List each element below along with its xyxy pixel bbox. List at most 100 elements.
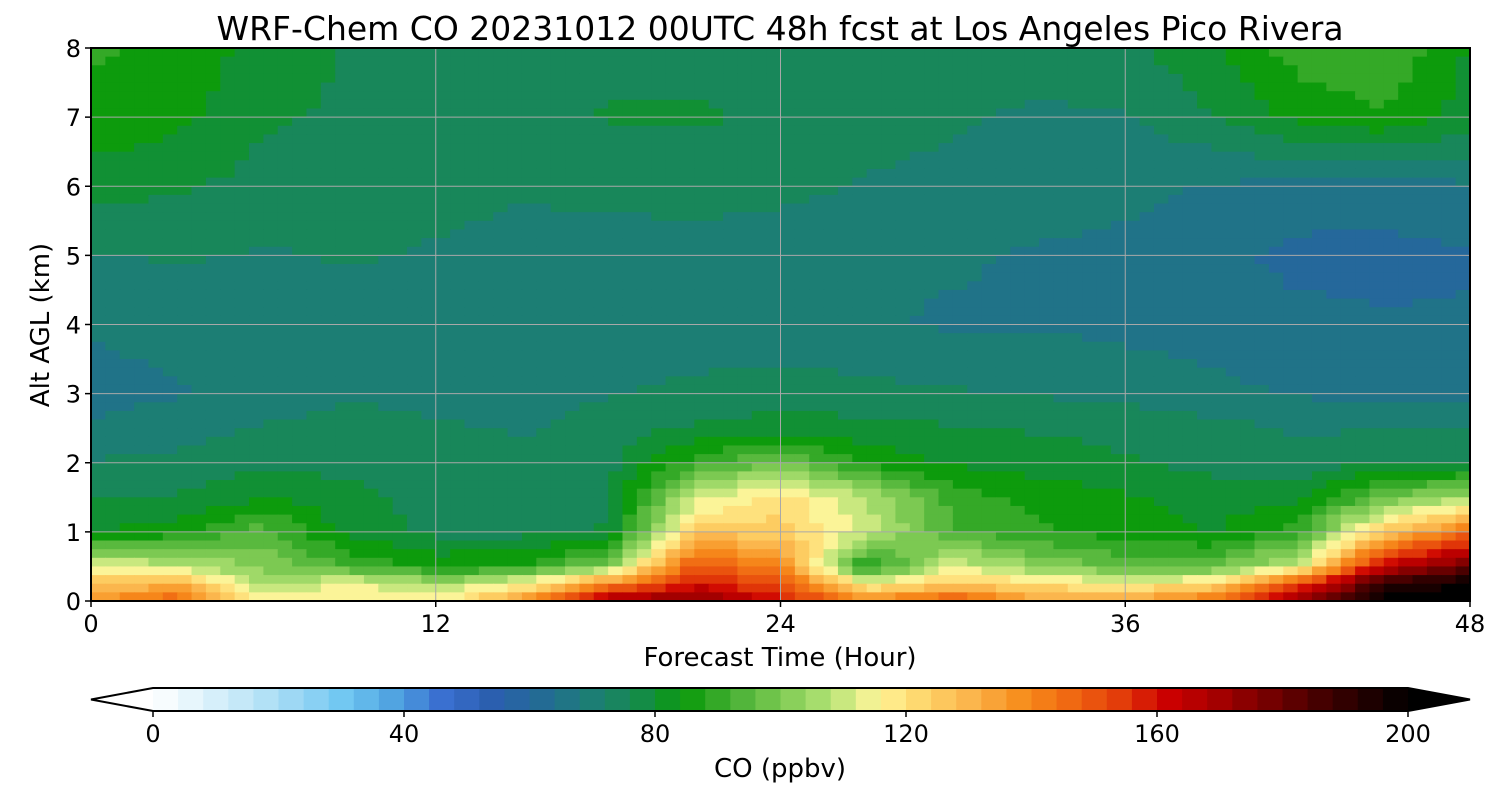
heatmap-cell (105, 160, 121, 170)
heatmap-cell (335, 229, 351, 239)
heatmap-cell (751, 177, 767, 187)
heatmap-cell (162, 212, 178, 222)
heatmap-cell (478, 246, 494, 256)
heatmap-cell (1211, 203, 1227, 213)
heatmap-cell (909, 480, 925, 490)
heatmap-cell (277, 125, 293, 136)
heatmap-cell (507, 65, 523, 75)
heatmap-cell (536, 246, 552, 256)
heatmap-cell (1024, 315, 1040, 326)
heatmap-cell (866, 359, 882, 369)
heatmap-cell (407, 289, 422, 300)
heatmap-cell (407, 99, 422, 110)
heatmap-cell (335, 350, 351, 360)
heatmap-cell (1311, 341, 1327, 352)
heatmap-cell (780, 359, 796, 369)
heatmap-cell (1283, 462, 1299, 472)
heatmap-cell (1067, 229, 1083, 239)
heatmap-cell (220, 117, 236, 127)
heatmap-cell (507, 462, 523, 472)
heatmap-cell (593, 65, 609, 75)
heatmap-cell (335, 82, 351, 92)
heatmap-cell (1010, 454, 1026, 464)
heatmap-cell (435, 341, 451, 352)
heatmap-cell (392, 73, 408, 84)
heatmap-cell (234, 246, 250, 256)
heatmap-cell (967, 410, 983, 421)
heatmap-cell (924, 367, 940, 377)
heatmap-cell (335, 73, 351, 84)
heatmap-cell (478, 298, 494, 308)
heatmap-cell (938, 82, 954, 92)
heatmap-cell (737, 307, 753, 317)
heatmap-cell (952, 488, 968, 498)
heatmap-cell (651, 445, 667, 455)
heatmap-cell (1326, 194, 1342, 205)
heatmap-cell (995, 186, 1011, 196)
heatmap-cell (507, 246, 523, 256)
heatmap-cell (1268, 315, 1284, 326)
heatmap-cell (320, 186, 336, 196)
heatmap-cell (1340, 462, 1356, 472)
heatmap-cell (679, 454, 695, 464)
heatmap-cell (277, 333, 293, 343)
heatmap-cell (1383, 454, 1399, 464)
heatmap-cell (1297, 402, 1313, 412)
heatmap-cell (1254, 56, 1270, 66)
heatmap-cell (1053, 91, 1069, 101)
heatmap-cell (938, 73, 954, 84)
heatmap-cell (608, 324, 624, 334)
heatmap-cell (1082, 186, 1098, 196)
heatmap-cell (881, 246, 897, 256)
heatmap-cell (1153, 436, 1169, 447)
heatmap-cell (378, 160, 394, 170)
heatmap-cell (119, 82, 135, 92)
heatmap-cell (1340, 419, 1356, 429)
heatmap-cell (1455, 264, 1471, 274)
heatmap-cell (478, 212, 494, 222)
heatmap-cell (536, 384, 552, 395)
heatmap-cell (1455, 419, 1471, 429)
heatmap-cell (1398, 488, 1414, 498)
heatmap-cell (1168, 324, 1184, 334)
heatmap-cell (1268, 151, 1284, 161)
heatmap-cell (1240, 220, 1256, 231)
heatmap-cell (1283, 359, 1299, 369)
heatmap-cell (1139, 307, 1155, 317)
heatmap-cell (909, 333, 925, 343)
heatmap-cell (579, 333, 595, 343)
heatmap-cell (335, 289, 351, 300)
heatmap-cell (205, 264, 221, 274)
heatmap-cell (694, 333, 710, 343)
heatmap-cell (694, 264, 710, 274)
heatmap-cell (823, 488, 839, 498)
heatmap-cell (1326, 272, 1342, 282)
heatmap-cell (335, 480, 351, 490)
heatmap-cell (995, 56, 1011, 66)
heatmap-cell (1082, 255, 1098, 265)
heatmap-cell (837, 125, 853, 136)
heatmap-cell (450, 73, 466, 84)
heatmap-cell (1326, 480, 1342, 490)
heatmap-cell (277, 229, 293, 239)
heatmap-cell (1039, 488, 1055, 498)
heatmap-cell (1082, 56, 1098, 66)
heatmap-cell (507, 177, 523, 187)
heatmap-cell (320, 220, 336, 231)
heatmap-cell (952, 194, 968, 205)
heatmap-cell (967, 307, 983, 317)
heatmap-cell (407, 229, 422, 239)
heatmap-cell (1067, 108, 1083, 118)
heatmap-cell (320, 419, 336, 429)
heatmap-cell (91, 194, 106, 205)
heatmap-cell (1082, 384, 1098, 395)
heatmap-cell (837, 428, 853, 438)
heatmap-cell (895, 186, 911, 196)
heatmap-cell (1283, 160, 1299, 170)
heatmap-cell (191, 125, 207, 136)
heatmap-cell (665, 341, 681, 352)
heatmap-cell (1311, 428, 1327, 438)
heatmap-cell (1340, 143, 1356, 153)
heatmap-cell (1110, 315, 1126, 326)
heatmap-cell (823, 333, 839, 343)
